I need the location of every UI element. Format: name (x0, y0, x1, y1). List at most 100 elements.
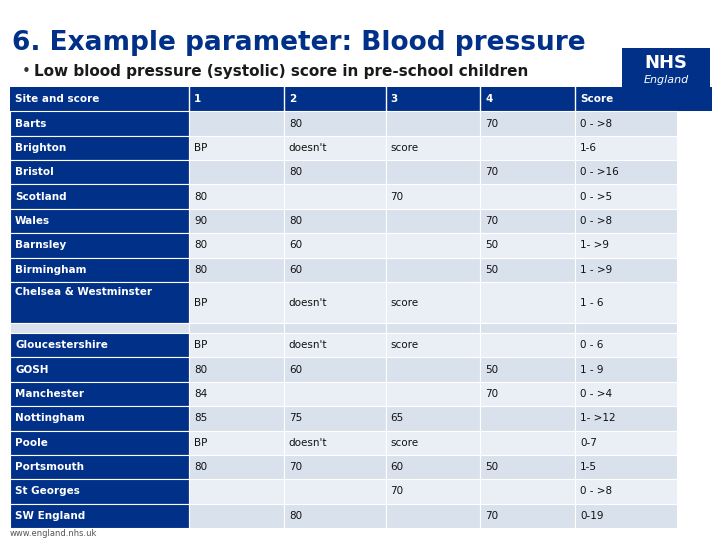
FancyBboxPatch shape (575, 357, 677, 382)
Text: 60: 60 (390, 462, 404, 472)
FancyBboxPatch shape (10, 504, 189, 528)
Text: 70: 70 (485, 389, 498, 399)
FancyBboxPatch shape (575, 185, 677, 209)
Text: 80: 80 (194, 240, 207, 251)
Text: www.england.nhs.uk: www.england.nhs.uk (10, 529, 97, 538)
FancyBboxPatch shape (575, 504, 677, 528)
Text: score: score (390, 143, 419, 153)
Text: Manchester: Manchester (15, 389, 84, 399)
FancyBboxPatch shape (386, 504, 480, 528)
FancyBboxPatch shape (480, 160, 575, 185)
Text: 70: 70 (390, 192, 404, 201)
FancyBboxPatch shape (575, 111, 677, 136)
Text: 0-19: 0-19 (580, 511, 603, 521)
FancyBboxPatch shape (10, 111, 189, 136)
FancyBboxPatch shape (10, 333, 189, 357)
FancyBboxPatch shape (575, 455, 677, 480)
FancyBboxPatch shape (189, 480, 284, 504)
FancyBboxPatch shape (575, 406, 677, 430)
Text: NHS: NHS (644, 55, 688, 72)
FancyBboxPatch shape (480, 430, 575, 455)
Text: 1 - 6: 1 - 6 (580, 298, 603, 308)
FancyBboxPatch shape (480, 323, 575, 333)
Text: 80: 80 (289, 167, 302, 177)
Text: Chelsea & Westminster: Chelsea & Westminster (15, 287, 152, 297)
FancyBboxPatch shape (10, 136, 189, 160)
Text: 1-5: 1-5 (580, 462, 597, 472)
FancyBboxPatch shape (284, 357, 386, 382)
FancyBboxPatch shape (10, 87, 712, 111)
Text: 70: 70 (485, 511, 498, 521)
FancyBboxPatch shape (575, 233, 677, 258)
FancyBboxPatch shape (575, 258, 677, 282)
Text: 84: 84 (194, 389, 207, 399)
Text: 0 - 6: 0 - 6 (580, 340, 603, 350)
Text: 70: 70 (289, 462, 302, 472)
FancyBboxPatch shape (386, 430, 480, 455)
FancyBboxPatch shape (480, 382, 575, 406)
Text: Barts: Barts (15, 119, 46, 129)
Text: 6. Example parameter: Blood pressure: 6. Example parameter: Blood pressure (12, 30, 585, 56)
Text: 80: 80 (289, 216, 302, 226)
Text: 0 - >4: 0 - >4 (580, 389, 612, 399)
Text: 75: 75 (289, 413, 302, 423)
Text: Birmingham: Birmingham (15, 265, 86, 275)
Text: 1 - 9: 1 - 9 (580, 364, 603, 375)
Text: score: score (390, 340, 419, 350)
Text: 60: 60 (289, 240, 302, 251)
FancyBboxPatch shape (480, 504, 575, 528)
Text: GOSH: GOSH (15, 364, 48, 375)
Text: Portsmouth: Portsmouth (15, 462, 84, 472)
FancyBboxPatch shape (284, 323, 386, 333)
FancyBboxPatch shape (480, 455, 575, 480)
FancyBboxPatch shape (386, 233, 480, 258)
FancyBboxPatch shape (480, 111, 575, 136)
FancyBboxPatch shape (189, 258, 284, 282)
Text: 0 - >5: 0 - >5 (580, 192, 612, 201)
FancyBboxPatch shape (386, 160, 480, 185)
Text: BP: BP (194, 340, 207, 350)
FancyBboxPatch shape (189, 136, 284, 160)
FancyBboxPatch shape (386, 382, 480, 406)
FancyBboxPatch shape (10, 455, 189, 480)
FancyBboxPatch shape (284, 209, 386, 233)
FancyBboxPatch shape (189, 406, 284, 430)
Text: St Georges: St Georges (15, 487, 80, 496)
FancyBboxPatch shape (10, 233, 189, 258)
FancyBboxPatch shape (284, 233, 386, 258)
Text: doesn't: doesn't (289, 143, 328, 153)
FancyBboxPatch shape (284, 504, 386, 528)
FancyBboxPatch shape (10, 282, 189, 323)
FancyBboxPatch shape (189, 455, 284, 480)
Text: 1 - >9: 1 - >9 (580, 265, 612, 275)
FancyBboxPatch shape (189, 382, 284, 406)
Text: 60: 60 (289, 265, 302, 275)
Text: 0 - >8: 0 - >8 (580, 487, 612, 496)
FancyBboxPatch shape (10, 209, 189, 233)
FancyBboxPatch shape (189, 323, 284, 333)
Text: 80: 80 (194, 192, 207, 201)
FancyBboxPatch shape (189, 282, 284, 323)
FancyBboxPatch shape (622, 48, 710, 92)
Text: Score: Score (580, 94, 613, 104)
FancyBboxPatch shape (575, 160, 677, 185)
FancyBboxPatch shape (480, 209, 575, 233)
Text: Site and score: Site and score (15, 94, 99, 104)
FancyBboxPatch shape (189, 357, 284, 382)
Text: doesn't: doesn't (289, 340, 328, 350)
FancyBboxPatch shape (386, 333, 480, 357)
Text: Wales: Wales (15, 216, 50, 226)
FancyBboxPatch shape (284, 333, 386, 357)
Text: 4: 4 (485, 94, 492, 104)
Text: BP: BP (194, 298, 207, 308)
Text: Low blood pressure (systolic) score in pre-school children: Low blood pressure (systolic) score in p… (34, 64, 528, 79)
Text: Poole: Poole (15, 438, 48, 448)
FancyBboxPatch shape (284, 111, 386, 136)
FancyBboxPatch shape (284, 136, 386, 160)
FancyBboxPatch shape (480, 357, 575, 382)
FancyBboxPatch shape (575, 282, 677, 323)
FancyBboxPatch shape (189, 233, 284, 258)
Text: BP: BP (194, 143, 207, 153)
FancyBboxPatch shape (480, 233, 575, 258)
FancyBboxPatch shape (284, 430, 386, 455)
